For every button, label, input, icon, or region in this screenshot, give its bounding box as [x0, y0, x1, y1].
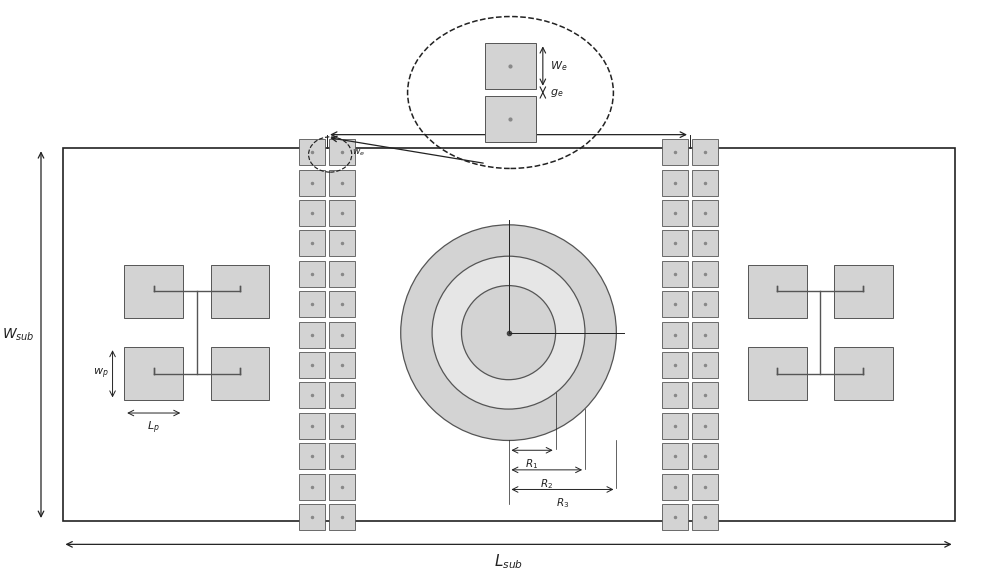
Bar [329, 170, 355, 196]
Text: $R_3$: $R_3$ [556, 496, 569, 510]
Bar [124, 265, 183, 318]
Bar [662, 443, 688, 469]
Text: X: X [534, 343, 540, 353]
Text: $w_p$: $w_p$ [93, 367, 109, 381]
Bar [662, 474, 688, 500]
Circle shape [401, 225, 616, 440]
Text: $W_{sub}$: $W_{sub}$ [2, 327, 35, 343]
Bar [692, 231, 718, 256]
Text: $L_p$: $L_p$ [147, 420, 160, 436]
Bar [299, 352, 325, 378]
Bar [692, 200, 718, 226]
Bar [329, 322, 355, 347]
Bar [329, 200, 355, 226]
Bar [299, 170, 325, 196]
Bar [662, 352, 688, 378]
Bar [692, 139, 718, 165]
Bar [692, 413, 718, 439]
Text: $R_1$: $R_1$ [525, 457, 539, 471]
Bar [485, 96, 536, 142]
Bar [834, 347, 893, 400]
Bar [299, 443, 325, 469]
Bar [692, 504, 718, 530]
Bar [662, 322, 688, 347]
Bar [662, 261, 688, 287]
Bar [692, 322, 718, 347]
Bar [748, 265, 807, 318]
Text: $g_e$: $g_e$ [550, 87, 563, 99]
Bar [124, 347, 183, 400]
Bar [299, 200, 325, 226]
Bar [692, 352, 718, 378]
Bar [329, 231, 355, 256]
Bar [211, 265, 269, 318]
Bar [329, 352, 355, 378]
Bar [662, 413, 688, 439]
Text: $w_e$: $w_e$ [352, 148, 365, 158]
Bar [662, 504, 688, 530]
Bar [299, 231, 325, 256]
Bar [662, 231, 688, 256]
Bar [329, 139, 355, 165]
Bar [299, 382, 325, 408]
Bar [63, 148, 955, 521]
Bar [662, 200, 688, 226]
Bar [299, 504, 325, 530]
Bar [662, 170, 688, 196]
Bar [329, 474, 355, 500]
Bar [329, 443, 355, 469]
Bar [299, 413, 325, 439]
Circle shape [432, 256, 585, 409]
Bar [329, 413, 355, 439]
Bar [662, 291, 688, 317]
Bar [329, 382, 355, 408]
Bar [299, 474, 325, 500]
Bar [329, 261, 355, 287]
Bar [662, 382, 688, 408]
Bar [692, 382, 718, 408]
Bar [211, 347, 269, 400]
Bar [329, 504, 355, 530]
Bar [748, 347, 807, 400]
Bar [692, 170, 718, 196]
Bar [329, 291, 355, 317]
Text: $W_e$: $W_e$ [550, 59, 567, 73]
Text: $L_{sub}$: $L_{sub}$ [494, 552, 523, 571]
Bar [692, 474, 718, 500]
Bar [692, 261, 718, 287]
Bar [692, 443, 718, 469]
Bar [299, 322, 325, 347]
Circle shape [461, 286, 556, 380]
Bar [299, 261, 325, 287]
Bar [834, 265, 893, 318]
Text: Y: Y [514, 302, 520, 311]
Bar [299, 139, 325, 165]
Bar [692, 291, 718, 317]
Bar [662, 139, 688, 165]
Text: $D$: $D$ [503, 115, 515, 129]
Text: $R_2$: $R_2$ [540, 477, 553, 490]
Bar [299, 291, 325, 317]
Bar [485, 44, 536, 88]
